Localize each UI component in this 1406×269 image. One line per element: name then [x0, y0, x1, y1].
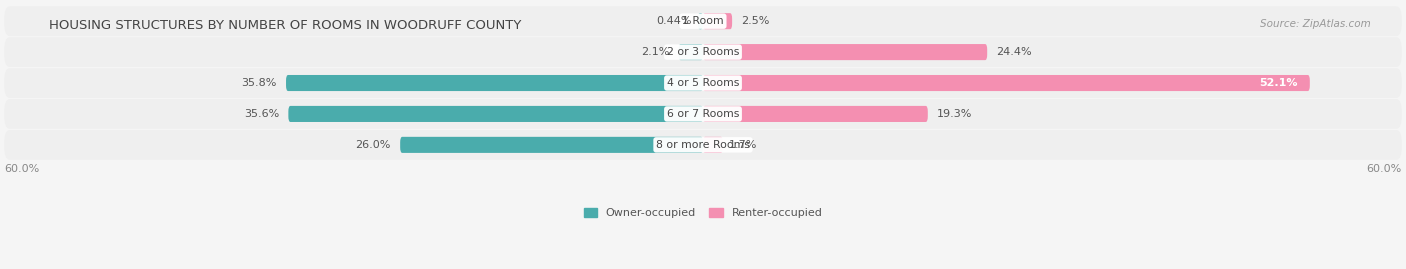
Text: 35.6%: 35.6% — [243, 109, 278, 119]
Text: 2.5%: 2.5% — [741, 16, 770, 26]
FancyBboxPatch shape — [703, 13, 733, 29]
Text: 1.7%: 1.7% — [728, 140, 756, 150]
Legend: Owner-occupied, Renter-occupied: Owner-occupied, Renter-occupied — [579, 203, 827, 222]
Text: 24.4%: 24.4% — [997, 47, 1032, 57]
FancyBboxPatch shape — [703, 137, 723, 153]
FancyBboxPatch shape — [285, 75, 703, 91]
Text: 35.8%: 35.8% — [242, 78, 277, 88]
FancyBboxPatch shape — [703, 106, 928, 122]
Text: 1 Room: 1 Room — [682, 16, 724, 26]
Text: Source: ZipAtlas.com: Source: ZipAtlas.com — [1260, 19, 1371, 29]
FancyBboxPatch shape — [697, 13, 703, 29]
FancyBboxPatch shape — [4, 37, 1402, 67]
Text: 60.0%: 60.0% — [1367, 164, 1402, 174]
Text: 52.1%: 52.1% — [1260, 78, 1298, 88]
FancyBboxPatch shape — [4, 130, 1402, 160]
FancyBboxPatch shape — [679, 44, 703, 60]
FancyBboxPatch shape — [703, 44, 987, 60]
FancyBboxPatch shape — [703, 75, 1310, 91]
FancyBboxPatch shape — [4, 99, 1402, 129]
Text: 2 or 3 Rooms: 2 or 3 Rooms — [666, 47, 740, 57]
Text: 19.3%: 19.3% — [938, 109, 973, 119]
Text: 60.0%: 60.0% — [4, 164, 39, 174]
Text: 8 or more Rooms: 8 or more Rooms — [657, 140, 749, 150]
Text: 2.1%: 2.1% — [641, 47, 669, 57]
FancyBboxPatch shape — [4, 6, 1402, 36]
FancyBboxPatch shape — [288, 106, 703, 122]
FancyBboxPatch shape — [4, 68, 1402, 98]
FancyBboxPatch shape — [401, 137, 703, 153]
Text: 4 or 5 Rooms: 4 or 5 Rooms — [666, 78, 740, 88]
Text: 26.0%: 26.0% — [356, 140, 391, 150]
Text: 6 or 7 Rooms: 6 or 7 Rooms — [666, 109, 740, 119]
Text: HOUSING STRUCTURES BY NUMBER OF ROOMS IN WOODRUFF COUNTY: HOUSING STRUCTURES BY NUMBER OF ROOMS IN… — [49, 19, 522, 32]
Text: 0.44%: 0.44% — [657, 16, 692, 26]
